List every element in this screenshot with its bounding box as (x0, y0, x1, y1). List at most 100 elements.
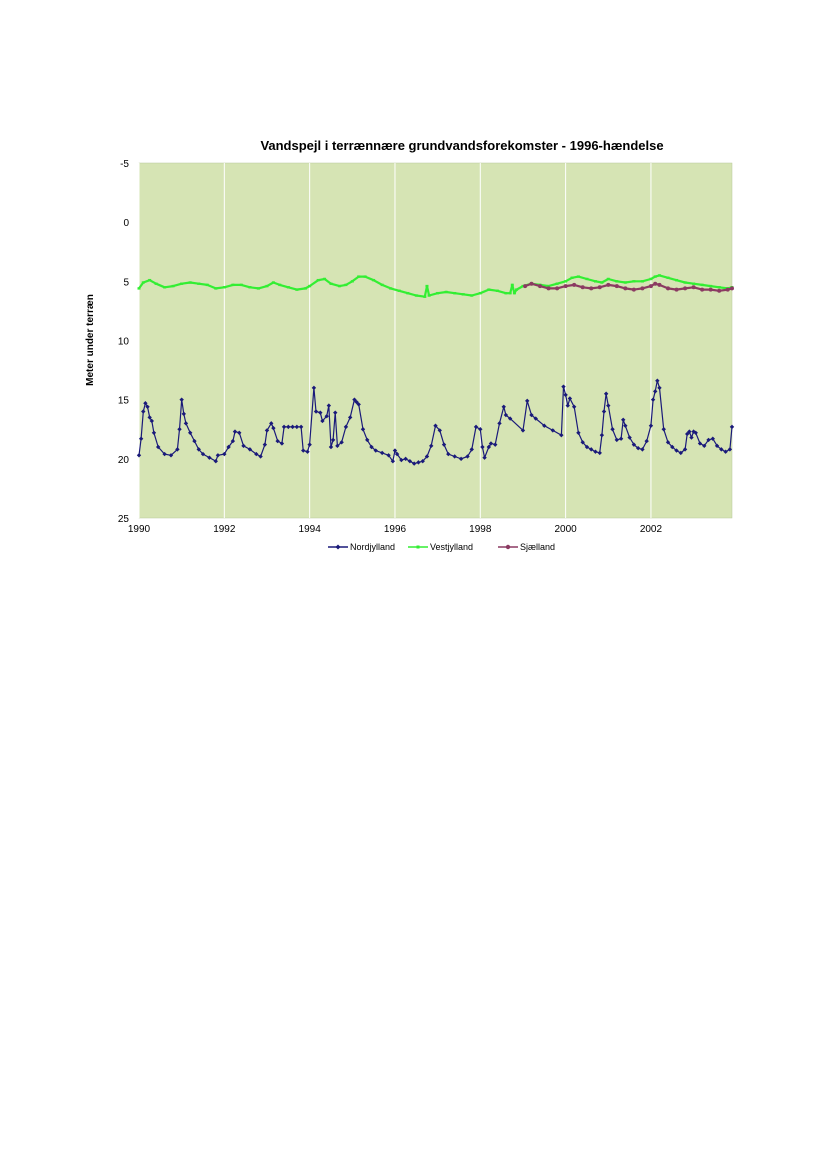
data-point (708, 287, 713, 292)
data-point (576, 430, 581, 435)
data-point (504, 291, 508, 295)
data-point (510, 283, 514, 287)
data-point (347, 415, 353, 420)
data-point (666, 286, 671, 291)
x-tick-label: 1992 (213, 524, 236, 535)
data-point (465, 454, 470, 459)
data-point (390, 459, 396, 464)
data-point (275, 438, 280, 444)
data-point (503, 412, 509, 418)
x-tick-label: 2002 (640, 524, 663, 535)
data-point (653, 389, 658, 394)
data-point (352, 397, 357, 402)
data-point (151, 430, 157, 435)
y-tick-label: 10 (118, 337, 130, 348)
data-point (601, 409, 607, 414)
data-point (555, 282, 559, 285)
data-point (406, 291, 410, 295)
data-point (561, 384, 566, 389)
legend-marker (335, 544, 341, 550)
data-point (320, 418, 325, 424)
data-point (606, 277, 610, 281)
data-point (416, 460, 421, 465)
data-point (729, 424, 735, 430)
data-point (627, 435, 632, 440)
data-point (365, 437, 370, 443)
data-point (572, 282, 577, 287)
data-point (168, 453, 174, 458)
data-point (555, 286, 560, 291)
data-point (570, 276, 574, 279)
data-point (232, 429, 238, 434)
data-point (424, 454, 430, 459)
data-point (316, 278, 320, 282)
data-point (137, 287, 141, 290)
legend-item: Vestjylland (408, 542, 473, 552)
data-point (593, 280, 597, 283)
data-point (666, 276, 670, 279)
data-point (473, 424, 479, 430)
data-point (495, 289, 499, 292)
data-point (525, 398, 530, 404)
data-point (657, 282, 662, 287)
data-point (559, 432, 564, 438)
data-point (508, 291, 512, 295)
data-point (338, 284, 342, 288)
y-axis-title: Meter under terræn (85, 294, 96, 386)
data-point (657, 274, 661, 277)
data-point (307, 442, 312, 447)
data-point (487, 288, 491, 291)
data-point (497, 421, 502, 426)
data-point (420, 459, 425, 464)
data-point (171, 284, 175, 288)
y-tick-label: -5 (120, 159, 129, 170)
data-point (589, 286, 594, 291)
data-point (564, 280, 568, 283)
data-point (710, 436, 716, 441)
data-point (452, 454, 457, 459)
data-point (546, 286, 551, 291)
data-point (354, 399, 359, 405)
data-point (394, 451, 400, 457)
data-point (631, 442, 637, 447)
chart-title: Vandspejl i terrænnære grundvandsforekom… (260, 138, 663, 153)
series-nordjylland (136, 378, 735, 466)
data-point (687, 429, 692, 434)
data-point (437, 428, 442, 433)
data-point (436, 291, 440, 295)
data-point (239, 283, 243, 287)
data-point (339, 440, 344, 445)
legend-item: Sjælland (498, 542, 555, 552)
data-point (423, 295, 427, 298)
data-point (640, 280, 644, 283)
data-point (333, 410, 338, 415)
data-point (482, 455, 487, 460)
data-point (618, 436, 624, 441)
data-point (529, 281, 534, 286)
data-point (403, 456, 408, 462)
data-point (271, 281, 275, 284)
data-point (670, 444, 675, 450)
data-point (318, 410, 323, 415)
data-point (697, 441, 703, 446)
data-point (567, 396, 573, 401)
data-point (692, 282, 696, 285)
data-point (470, 294, 474, 297)
data-point (149, 418, 154, 424)
data-point (488, 441, 494, 446)
data-point (226, 444, 231, 450)
data-point (665, 440, 671, 445)
series-sjælland (523, 281, 734, 293)
data-point (407, 459, 413, 464)
data-point (507, 416, 513, 421)
data-point (691, 285, 696, 290)
data-point (480, 444, 485, 450)
data-point (547, 284, 551, 288)
data-point (615, 280, 619, 283)
data-point (294, 424, 300, 430)
data-point (286, 424, 291, 430)
data-point (175, 447, 180, 452)
data-point (640, 447, 645, 452)
data-point (256, 287, 260, 290)
data-point (486, 444, 492, 450)
